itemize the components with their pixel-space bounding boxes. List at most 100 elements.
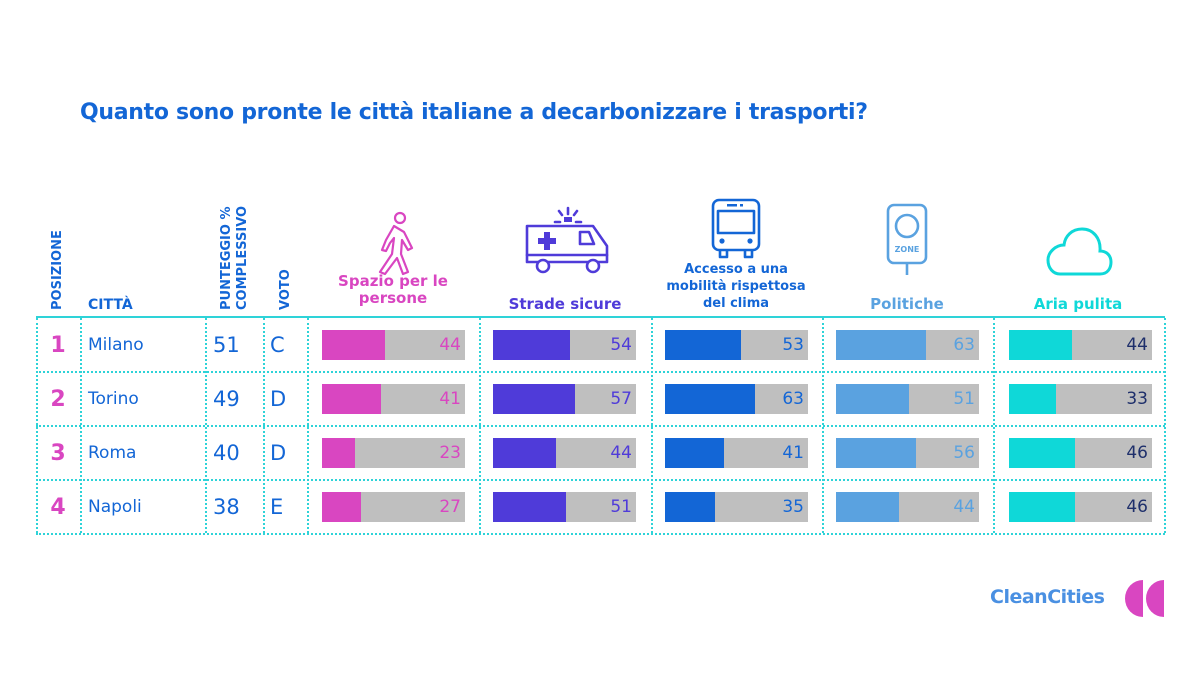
score-bar-value: 51 bbox=[610, 497, 632, 517]
category-header-accesso: Accesso a una mobilità rispettosa del cl… bbox=[651, 261, 821, 312]
pedestrian-icon bbox=[378, 211, 414, 276]
score-bar-value: 53 bbox=[782, 335, 804, 355]
city-name: Torino bbox=[88, 389, 139, 409]
score-bar-fill bbox=[322, 330, 385, 360]
score-bar-fill bbox=[493, 384, 575, 414]
score-bar-value: 46 bbox=[1126, 497, 1148, 517]
score-bar: 63 bbox=[665, 384, 808, 414]
grade-letter: C bbox=[270, 333, 285, 357]
score-bar-fill bbox=[493, 492, 566, 522]
score-bar-fill bbox=[1009, 438, 1075, 468]
position-number: 2 bbox=[50, 386, 66, 412]
category-label-line: Spazio per le bbox=[338, 272, 448, 290]
score-bar: 44 bbox=[493, 438, 636, 468]
city-name: Milano bbox=[88, 335, 144, 355]
score-bar-fill bbox=[665, 438, 724, 468]
score-bar-value: 41 bbox=[439, 389, 461, 409]
position-number: 4 bbox=[50, 494, 66, 520]
score-bar-value: 44 bbox=[610, 443, 632, 463]
cleancities-logo-mark bbox=[1125, 580, 1164, 617]
header-city: CITTÀ bbox=[88, 297, 133, 313]
zone-sign-icon: ZONE bbox=[886, 203, 928, 275]
score-bar-fill bbox=[665, 384, 756, 414]
score-bar: 57 bbox=[493, 384, 636, 414]
position-number: 3 bbox=[50, 440, 66, 466]
grade-letter: D bbox=[270, 441, 287, 465]
category-label-line: Accesso a una bbox=[684, 262, 788, 277]
score-bar: 35 bbox=[665, 492, 808, 522]
category-header-politiche: Politiche bbox=[822, 296, 992, 313]
score-bar-value: 23 bbox=[439, 443, 461, 463]
category-header-spazio: Spazio per le persone bbox=[308, 273, 478, 307]
score-bar-value: 35 bbox=[782, 497, 804, 517]
grid-hline bbox=[36, 425, 1165, 427]
score-bar: 54 bbox=[493, 330, 636, 360]
score-bar-fill bbox=[1009, 492, 1075, 522]
score-bar-fill bbox=[836, 438, 917, 468]
score-bar-fill bbox=[1009, 384, 1057, 414]
score-bar: 27 bbox=[322, 492, 465, 522]
score-bar-value: 56 bbox=[953, 443, 975, 463]
score-bar: 51 bbox=[836, 384, 979, 414]
score-bar: 44 bbox=[322, 330, 465, 360]
score-bar-fill bbox=[836, 330, 927, 360]
city-name: Napoli bbox=[88, 497, 142, 517]
score-bar-fill bbox=[665, 492, 716, 522]
score-bar: 46 bbox=[1009, 438, 1152, 468]
score-bar-fill bbox=[322, 438, 355, 468]
grid-hline bbox=[36, 533, 1165, 535]
score-bar-value: 41 bbox=[782, 443, 804, 463]
score-bar: 63 bbox=[836, 330, 979, 360]
score-bar-value: 46 bbox=[1126, 443, 1148, 463]
grid-hline bbox=[36, 479, 1165, 481]
score-bar-value: 44 bbox=[1126, 335, 1148, 355]
header-score-line1: PUNTEGGIO % bbox=[219, 206, 234, 311]
category-label-line: del clima bbox=[702, 296, 770, 311]
score-bar: 44 bbox=[1009, 330, 1152, 360]
chart-title: Quanto sono pronte le città italiane a d… bbox=[80, 100, 868, 125]
score-bar: 41 bbox=[665, 438, 808, 468]
score-bar-value: 27 bbox=[439, 497, 461, 517]
overall-score: 49 bbox=[213, 387, 240, 411]
grid-hline bbox=[36, 371, 1165, 373]
category-label-line: Politiche bbox=[870, 295, 944, 313]
grid-vline bbox=[1164, 318, 1166, 533]
category-label-line: mobilità rispettosa bbox=[666, 279, 806, 294]
header-grade: VOTO bbox=[278, 269, 293, 310]
score-bar: 51 bbox=[493, 492, 636, 522]
score-bar-value: 63 bbox=[782, 389, 804, 409]
category-label-line: Strade sicure bbox=[508, 295, 622, 313]
overall-score: 40 bbox=[213, 441, 240, 465]
category-label-line: persone bbox=[358, 289, 428, 307]
city-name: Roma bbox=[88, 443, 137, 463]
grade-letter: E bbox=[270, 495, 284, 519]
score-bar: 33 bbox=[1009, 384, 1152, 414]
score-bar: 56 bbox=[836, 438, 979, 468]
score-bar: 41 bbox=[322, 384, 465, 414]
score-bar-value: 44 bbox=[953, 497, 975, 517]
score-bar-fill bbox=[665, 330, 741, 360]
score-bar-fill bbox=[322, 492, 361, 522]
score-bar-value: 44 bbox=[439, 335, 461, 355]
score-bar-value: 63 bbox=[953, 335, 975, 355]
overall-score: 51 bbox=[213, 333, 240, 357]
category-header-aria: Aria pulita bbox=[993, 296, 1163, 313]
bus-icon bbox=[711, 198, 761, 259]
header-rule bbox=[36, 316, 1165, 318]
score-bar-value: 51 bbox=[953, 389, 975, 409]
score-bar-fill bbox=[836, 384, 909, 414]
ambulance-icon bbox=[525, 206, 609, 274]
header-score-line2: COMPLESSIVO bbox=[235, 205, 250, 310]
score-bar-fill bbox=[1009, 330, 1072, 360]
score-bar-value: 54 bbox=[610, 335, 632, 355]
zone-sign-label: ZONE bbox=[895, 245, 920, 254]
grade-letter: D bbox=[270, 387, 287, 411]
score-bar: 44 bbox=[836, 492, 979, 522]
category-label-line: Aria pulita bbox=[1033, 295, 1123, 313]
score-bar: 46 bbox=[1009, 492, 1152, 522]
score-bar-fill bbox=[493, 438, 556, 468]
category-header-strade: Strade sicure bbox=[480, 296, 650, 313]
score-bar: 23 bbox=[322, 438, 465, 468]
overall-score: 38 bbox=[213, 495, 240, 519]
cleancities-logo-text: CleanCities bbox=[990, 586, 1105, 608]
